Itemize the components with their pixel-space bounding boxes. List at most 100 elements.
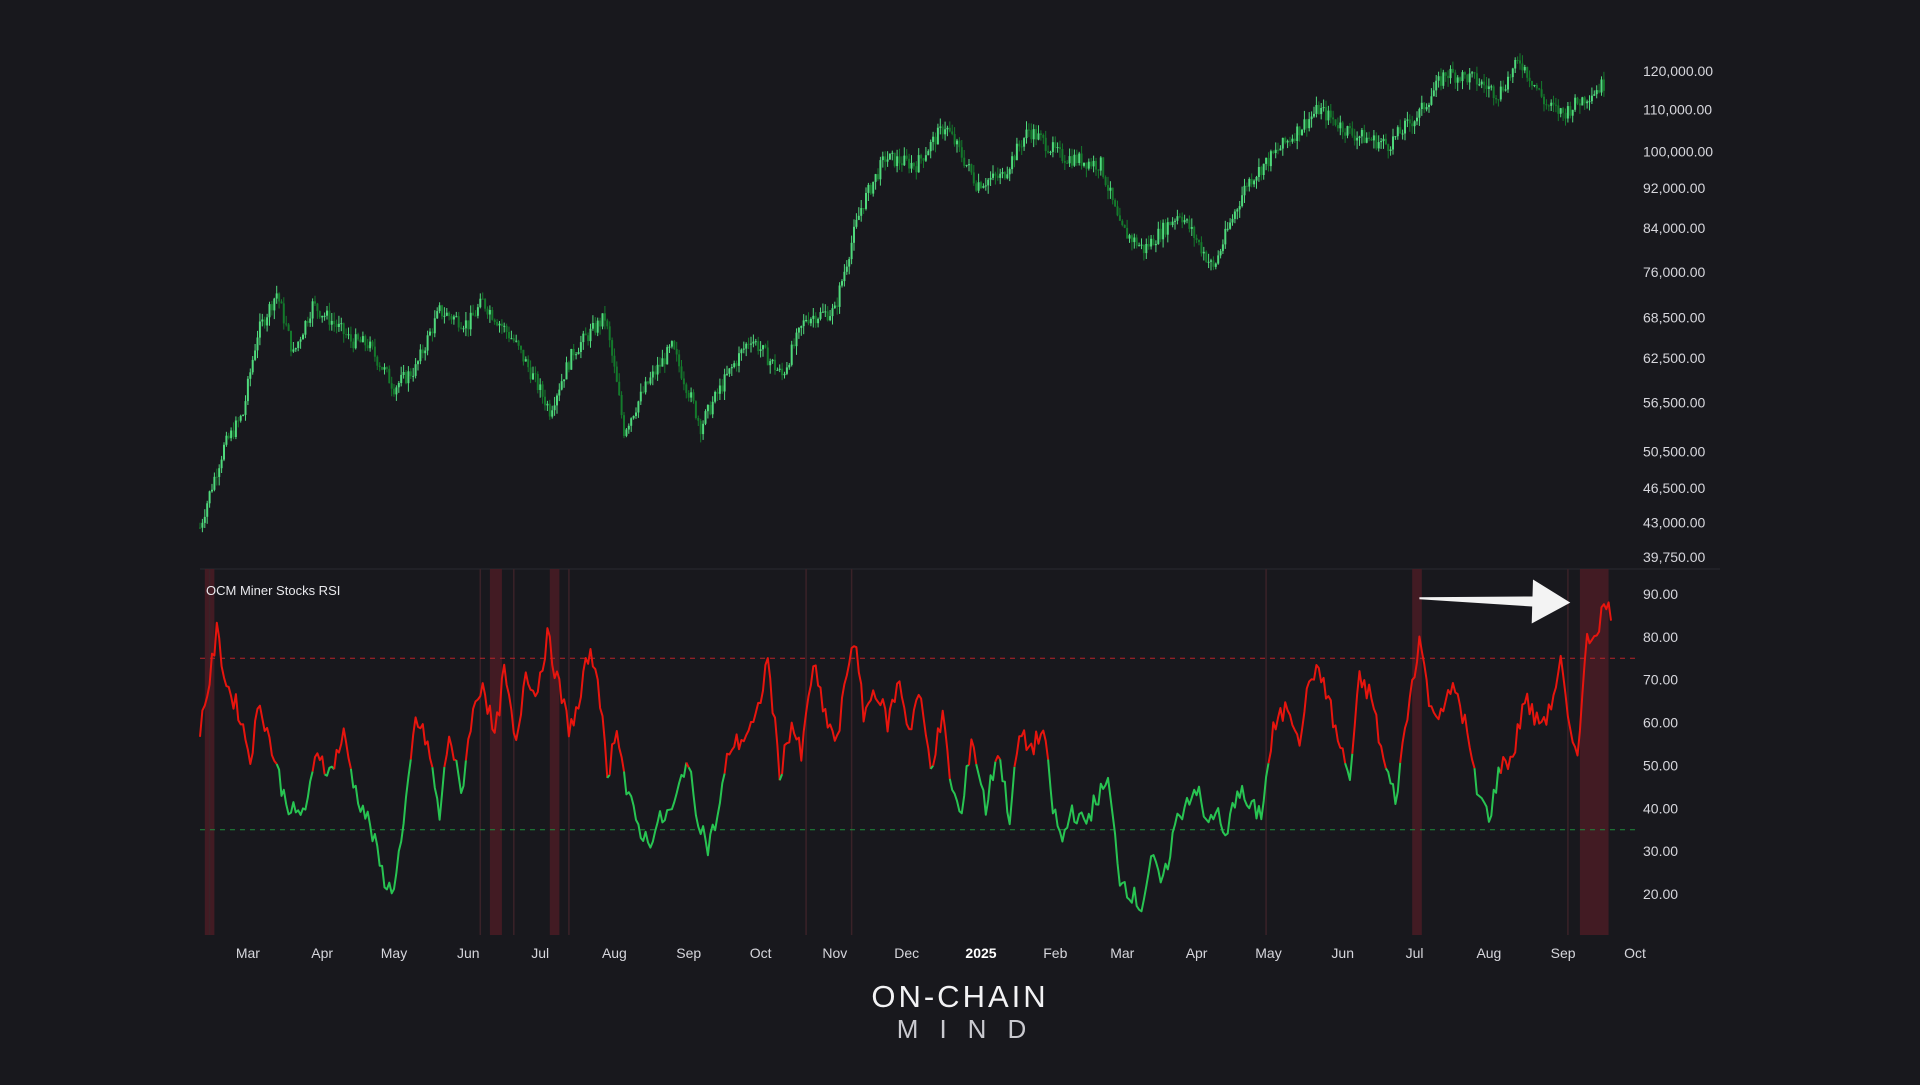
candle-body [570, 349, 573, 370]
candle-body [577, 352, 580, 355]
highlight-band [489, 569, 502, 935]
candle-body [1540, 89, 1543, 97]
candle-body [1066, 162, 1069, 164]
candle-body [1281, 137, 1284, 149]
candle-body [306, 321, 309, 323]
candle-body [388, 368, 391, 384]
candle-body [865, 193, 867, 209]
candle-body [1075, 154, 1078, 163]
candle-body [781, 368, 784, 376]
candle-body [872, 181, 875, 194]
candle-body [853, 226, 855, 243]
candle-body [426, 335, 429, 351]
candle-body [333, 320, 336, 324]
candle-body [627, 425, 630, 430]
candle-body [762, 345, 764, 350]
candle-body [474, 315, 477, 317]
candle-body [1118, 215, 1121, 221]
rsi-segment-high [333, 727, 352, 770]
candle-body [512, 338, 515, 341]
candle-body [1085, 162, 1088, 169]
candle-body [1195, 237, 1198, 240]
candle-body [1186, 219, 1188, 221]
candle-body [1044, 137, 1047, 151]
candle-body [1042, 134, 1045, 138]
highlight-band [1579, 569, 1609, 935]
rsi-segment-high [1013, 729, 1050, 767]
candle-body [1229, 222, 1232, 229]
candle-body [994, 173, 997, 176]
candle-body [977, 182, 980, 191]
candle-body [378, 365, 381, 367]
candle-body [1332, 117, 1335, 120]
candle-body [912, 162, 915, 167]
candle-body [1023, 138, 1026, 147]
candle-body [594, 323, 597, 333]
candle-body [484, 299, 487, 309]
candle-body [1444, 72, 1447, 76]
candle-body [532, 373, 534, 380]
candle-body [898, 156, 901, 164]
candle-body [227, 435, 230, 439]
rsi-tick-label: 90.00 [1643, 586, 1678, 602]
candle-body [529, 367, 532, 380]
candle-body [1454, 72, 1457, 83]
candle-body [735, 363, 738, 366]
candle-body [733, 363, 736, 367]
candle-body [1214, 263, 1217, 267]
candle-body [1394, 136, 1397, 138]
candle-body [556, 395, 558, 406]
candle-body [452, 316, 455, 320]
rsi-panel: 90.00 80.00 70.00 60.00 50.00 40.00 30.00 20.00… [199, 569, 1678, 935]
candle-body [850, 242, 853, 260]
time-tick-label: Oct [750, 945, 772, 961]
candle-body [524, 359, 527, 362]
candle-body [1162, 222, 1165, 240]
rsi-segment-low [455, 759, 467, 794]
candle-body [1463, 72, 1466, 75]
candle-body [1250, 179, 1253, 185]
candle-body [1475, 73, 1478, 85]
candle-body [1387, 144, 1390, 151]
candle-body [1059, 147, 1061, 149]
candle-body [1511, 68, 1514, 78]
candle-body [936, 127, 939, 145]
time-tick-label: Apr [311, 945, 333, 961]
candle-body [709, 405, 712, 415]
candle-body [857, 215, 860, 220]
candle-body [785, 367, 788, 374]
candle-body [340, 323, 343, 325]
candle-body [1262, 163, 1265, 175]
candle-body [1554, 104, 1557, 106]
candle-body [225, 435, 228, 445]
candle-body [790, 344, 793, 365]
candle-body [1164, 222, 1167, 235]
candle-body [294, 348, 297, 350]
candle-body [1353, 135, 1356, 141]
candle-body [778, 368, 781, 370]
candle-body [1382, 138, 1385, 142]
candle-body [1047, 151, 1050, 153]
candle-body [623, 415, 625, 436]
candle-body [1581, 97, 1584, 106]
candle-body [723, 374, 726, 392]
arrow-annotation [1419, 579, 1571, 624]
candle-body [1188, 219, 1191, 229]
candle-body [596, 320, 599, 333]
candle-body [888, 153, 891, 160]
candle-body [431, 331, 434, 334]
candle-body [903, 155, 906, 166]
time-tick-label: Jun [1331, 945, 1354, 961]
candle-body [1298, 126, 1301, 136]
price-axis: 120,000.00 110,000.00 100,000.00 92,000.00 8… [1643, 63, 1713, 565]
candle-body [503, 325, 506, 327]
candle-body [1296, 126, 1299, 141]
candle-body [965, 164, 968, 166]
candle-body [397, 383, 400, 388]
candle-body [1238, 206, 1241, 210]
candle-body [656, 364, 659, 375]
candle-body [1468, 73, 1471, 83]
candle-body [1212, 260, 1215, 267]
candle-body [373, 346, 376, 357]
candle-body [1107, 185, 1109, 191]
